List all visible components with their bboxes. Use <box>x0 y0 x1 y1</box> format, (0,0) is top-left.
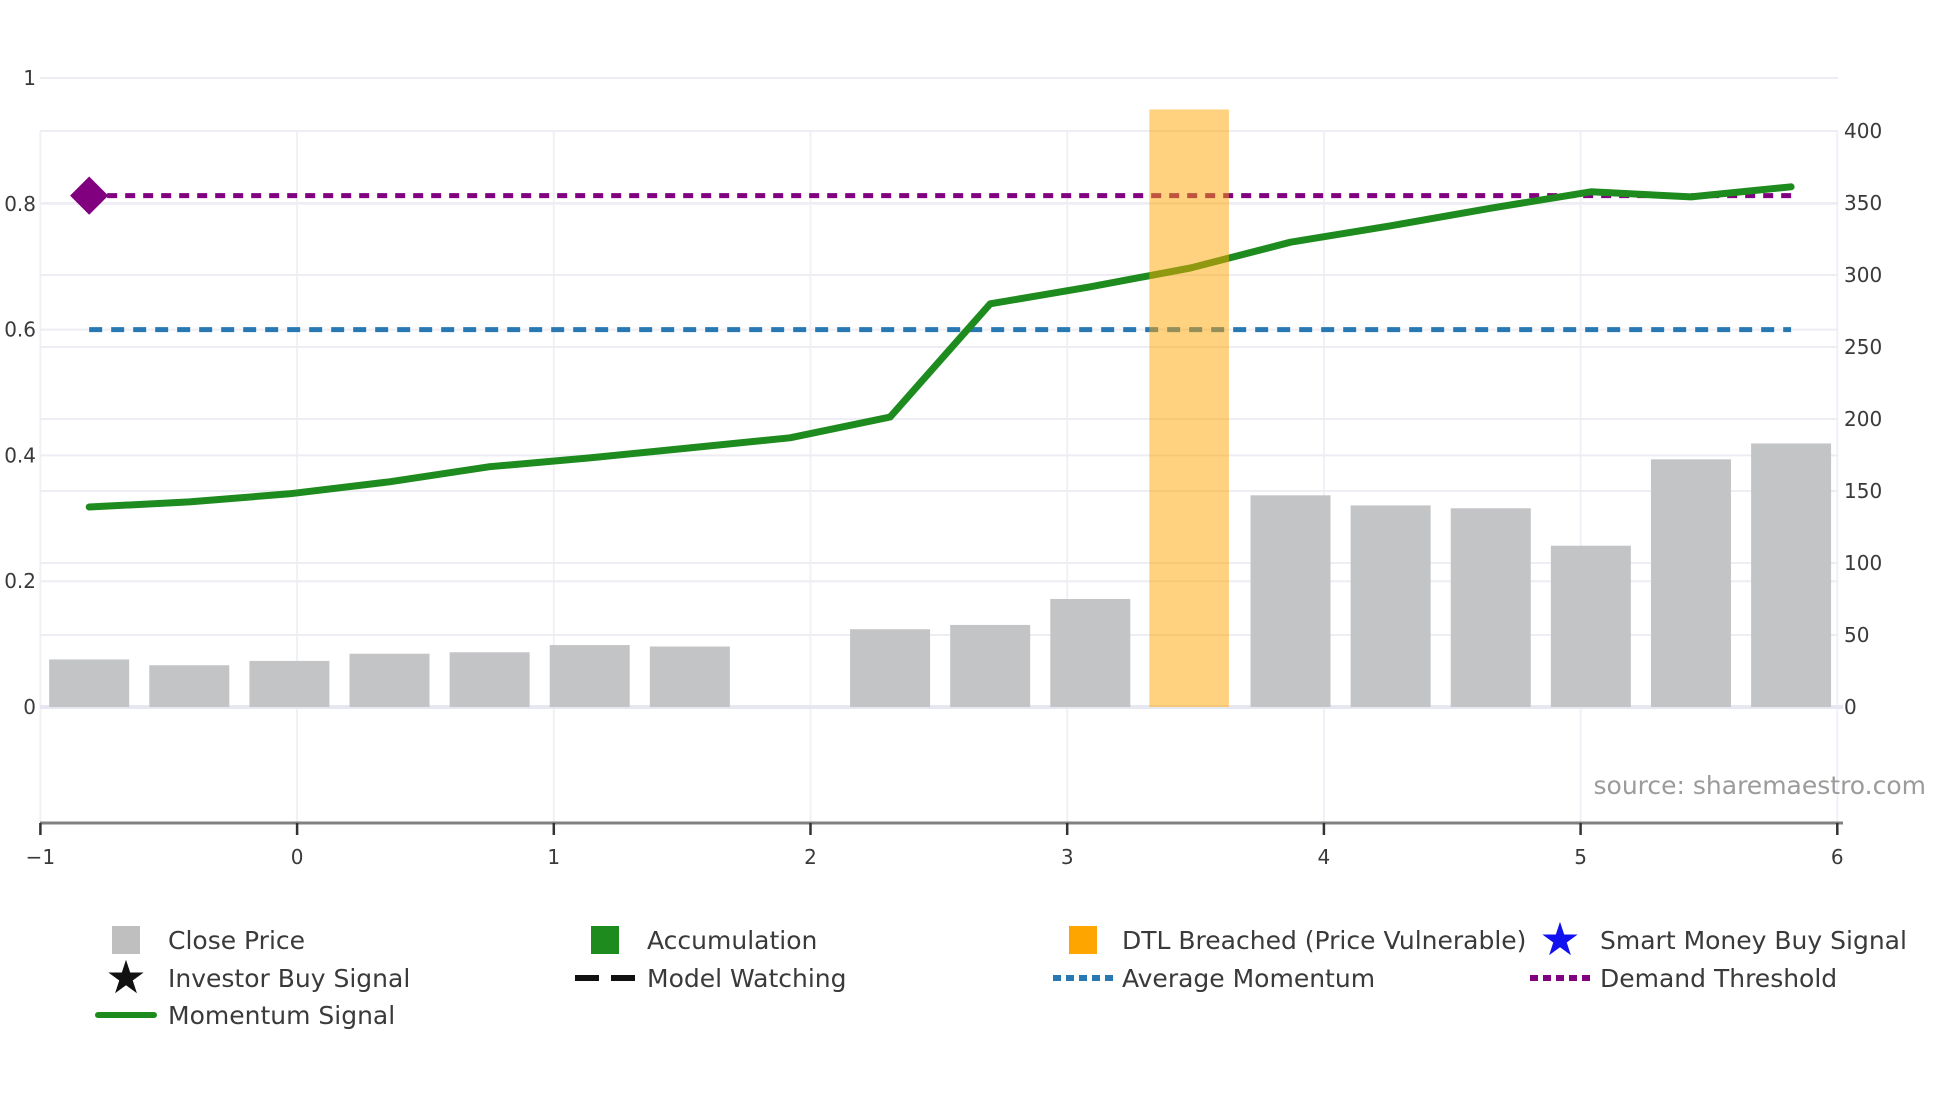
close-price-bar <box>1450 508 1531 707</box>
x-axis-tick-label: 6 <box>1831 845 1844 869</box>
legend-item-label: Investor Buy Signal <box>168 964 410 993</box>
legend-dot-swatch <box>1543 975 1551 981</box>
demand-threshold-marker-layer <box>70 176 109 215</box>
close-price-bar <box>1550 545 1631 707</box>
legend-item-label: Demand Threshold <box>1600 964 1837 993</box>
momentum-signal-line <box>85 183 1795 511</box>
legend-dash-swatch <box>575 975 599 981</box>
close-price-bar <box>1250 495 1331 707</box>
legend-line-swatch <box>95 1012 157 1018</box>
left-axis-tick-label: 0.8 <box>4 192 36 216</box>
close-price-bar <box>1350 505 1431 707</box>
dtl-breached-band-layer <box>1149 109 1229 707</box>
close-price-bar <box>1751 443 1832 707</box>
momentum-line-layer <box>85 183 1795 511</box>
threshold-lines-layer <box>89 193 1792 333</box>
close-price-bar <box>549 645 630 707</box>
dtl-breached-band <box>1149 109 1229 707</box>
close-price-bar <box>850 629 931 707</box>
left-axis-tick-label: 1 <box>23 66 36 90</box>
legend-dot-swatch <box>1556 975 1564 981</box>
right-axis-tick-label: 50 <box>1844 623 1869 647</box>
left-axis-tick-label: 0.2 <box>4 569 36 593</box>
close-price-bar <box>1650 459 1731 707</box>
legend-item-label: DTL Breached (Price Vulnerable) <box>1122 926 1526 955</box>
close-price-bar <box>249 660 330 707</box>
legend-square-swatch <box>591 926 619 954</box>
gridlines-layer <box>39 77 1843 823</box>
x-axis-tick-label: −1 <box>26 845 55 869</box>
close-price-bar <box>449 652 530 707</box>
legend-item-label: Momentum Signal <box>168 1001 395 1030</box>
close-price-bars-layer <box>49 443 1832 707</box>
x-axis-tick-label: 5 <box>1574 845 1587 869</box>
legend-item: Momentum Signal <box>95 1001 395 1030</box>
legend-square-swatch <box>1069 926 1097 954</box>
right-axis-tick-label: 300 <box>1844 263 1882 287</box>
x-axis-tick-label: 3 <box>1061 845 1074 869</box>
legend-dot-swatch <box>1105 975 1113 981</box>
right-axis-tick-label: 0 <box>1844 695 1857 719</box>
legend-dash-swatch <box>611 975 635 981</box>
zero-baseline <box>40 705 1843 709</box>
right-axis-tick-label: 100 <box>1844 551 1882 575</box>
left-axis-tick-label: 0.4 <box>4 443 36 467</box>
right-axis-tick-label: 350 <box>1844 191 1882 215</box>
x-axis-tick-label: 1 <box>547 845 560 869</box>
demand-threshold-diamond-marker <box>70 176 109 215</box>
legend: Close Price Accumulation DTL Breached (Pri… <box>95 912 1907 1030</box>
left-axis-tick-label: 0.6 <box>4 318 36 342</box>
x-axis-layer <box>39 821 1843 835</box>
close-price-bar <box>49 659 130 707</box>
legend-dot-swatch <box>1569 975 1577 981</box>
right-axis-tick-label: 200 <box>1844 407 1882 431</box>
legend-dot-swatch <box>1092 975 1100 981</box>
source-note: source: sharemaestro.com <box>1593 771 1927 800</box>
legend-item: Close Price <box>112 926 305 955</box>
legend-item-label: Accumulation <box>647 926 817 955</box>
close-price-bar <box>649 646 730 707</box>
legend-item: Accumulation <box>591 926 817 955</box>
legend-item-label: Average Momentum <box>1122 964 1375 993</box>
tick-labels-layer: −1 0 1 2 3 4 5 6 0 0.2 0.4 0.6 0.8 1 0 50 100 150 200 250 30… <box>4 66 1882 869</box>
legend-item-label: Smart Money Buy Signal <box>1600 926 1907 955</box>
right-axis-tick-label: 250 <box>1844 335 1882 359</box>
left-axis-tick-label: 0 <box>23 695 36 719</box>
legend-square-swatch <box>112 926 140 954</box>
legend-item-label: Model Watching <box>647 964 847 993</box>
legend-dot-swatch <box>1066 975 1074 981</box>
star-icon: ★ <box>105 950 146 1004</box>
legend-dot-swatch <box>1530 975 1538 981</box>
legend-item: ★ Investor Buy Signal <box>105 950 410 1004</box>
star-icon: ★ <box>1539 912 1580 966</box>
legend-item: Demand Threshold <box>1530 964 1837 993</box>
legend-dot-swatch <box>1079 975 1087 981</box>
legend-item-label: Close Price <box>168 926 305 955</box>
x-axis-tick-label: 2 <box>804 845 817 869</box>
legend-item: DTL Breached (Price Vulnerable) <box>1069 926 1526 955</box>
close-price-bar <box>950 624 1031 707</box>
close-price-bar <box>149 665 230 707</box>
right-axis-tick-label: 150 <box>1844 479 1882 503</box>
legend-dot-swatch <box>1582 975 1590 981</box>
legend-item: ★ Smart Money Buy Signal <box>1539 912 1907 966</box>
close-price-bar <box>1050 599 1131 707</box>
legend-item: Model Watching <box>575 964 847 993</box>
legend-dot-swatch <box>1053 975 1061 981</box>
right-axis-tick-label: 400 <box>1844 119 1882 143</box>
close-price-bar <box>349 653 430 707</box>
x-axis-tick-label: 0 <box>291 845 304 869</box>
x-axis-tick-label: 4 <box>1318 845 1331 869</box>
legend-item: Average Momentum <box>1053 964 1375 993</box>
